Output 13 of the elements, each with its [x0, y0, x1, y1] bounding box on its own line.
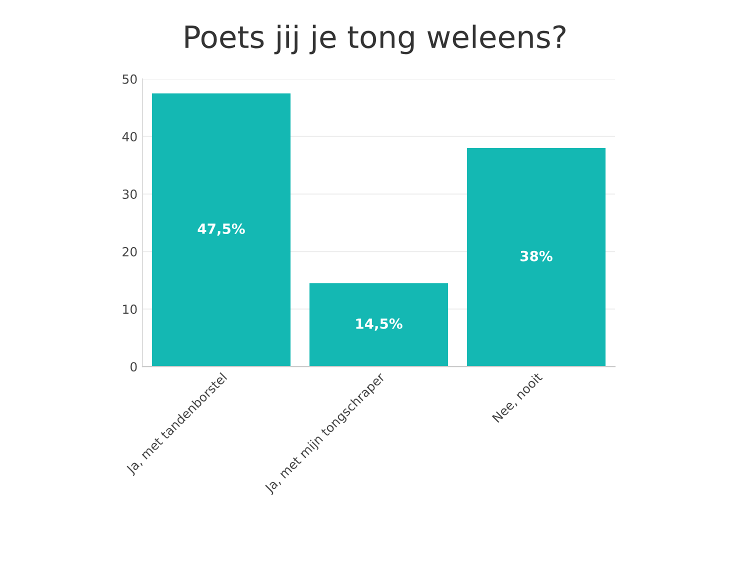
data-label: 14,5% [356, 318, 402, 331]
y-tick-label: 20 [122, 247, 137, 256]
data-label: 38% [520, 250, 552, 262]
bar [466, 148, 606, 367]
bar [309, 283, 448, 367]
data-label: 47,5% [198, 223, 245, 236]
y-tick-label: 0 [130, 362, 137, 372]
chart-title: Poets jij je tong weleens? [185, 24, 566, 54]
y-tick-label: 10 [123, 304, 137, 314]
y-tick-label: 50 [122, 74, 137, 84]
y-tick-label: 30 [122, 189, 137, 199]
y-tick-label: 40 [122, 132, 137, 142]
bar [152, 93, 291, 367]
